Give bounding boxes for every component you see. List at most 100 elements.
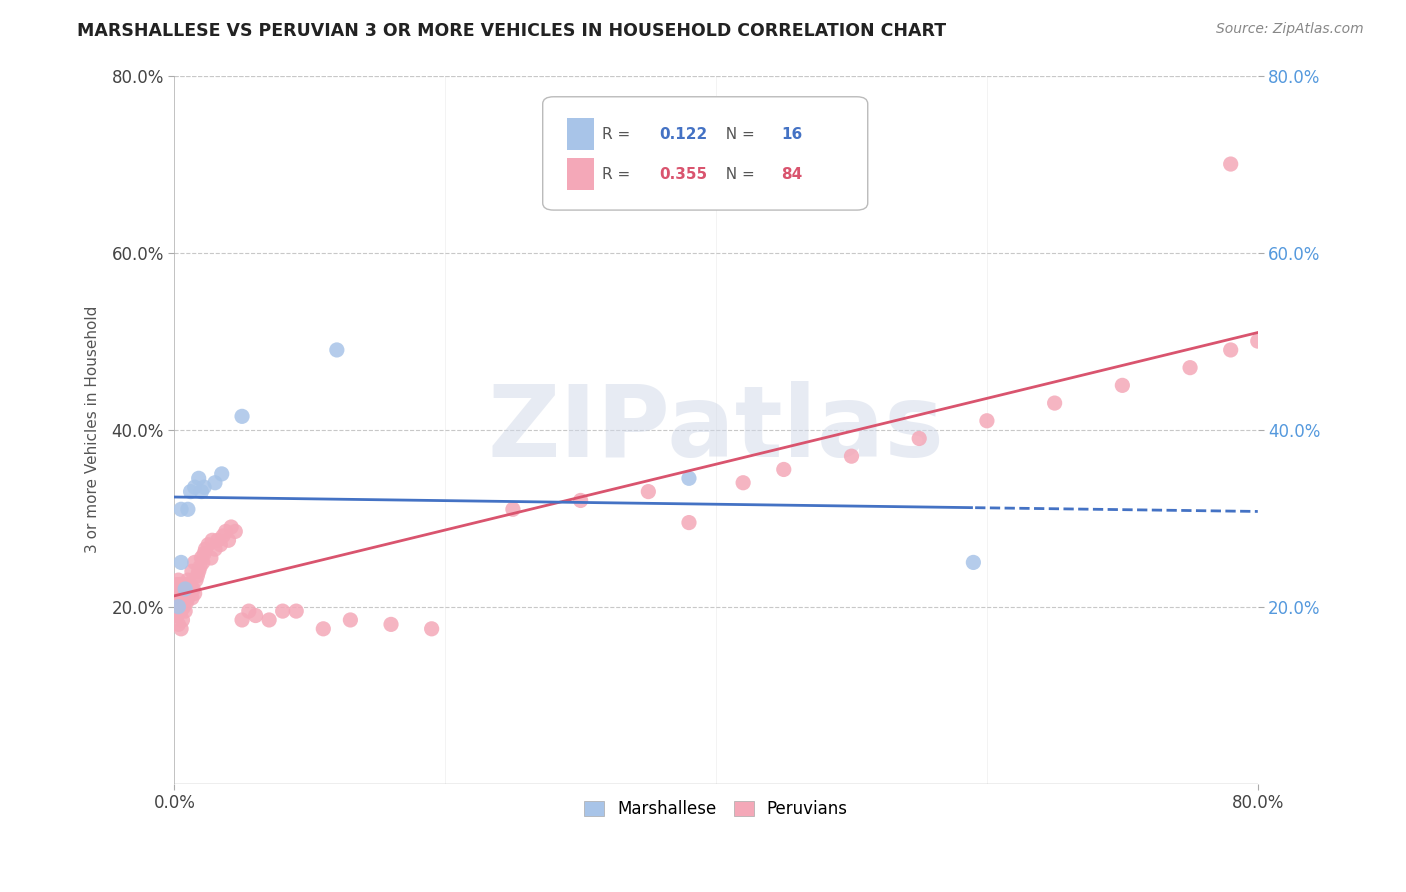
- Point: [231, 409, 253, 424]
- Point: [1247, 334, 1270, 348]
- Point: [186, 568, 208, 582]
- Point: [167, 591, 190, 605]
- Point: [187, 471, 209, 485]
- Point: [165, 591, 187, 605]
- Point: [166, 595, 188, 609]
- Point: [170, 604, 193, 618]
- Point: [167, 599, 190, 614]
- FancyBboxPatch shape: [567, 159, 593, 190]
- Point: [194, 542, 217, 557]
- Point: [841, 449, 863, 463]
- Point: [167, 617, 190, 632]
- Point: [176, 595, 198, 609]
- Point: [191, 556, 214, 570]
- Point: [420, 622, 443, 636]
- Point: [173, 577, 195, 591]
- Point: [1219, 343, 1241, 357]
- Point: [212, 529, 235, 543]
- Point: [187, 564, 209, 578]
- Point: [207, 533, 229, 548]
- Text: N =: N =: [716, 167, 759, 182]
- Point: [174, 582, 197, 596]
- Y-axis label: 3 or more Vehicles in Household: 3 or more Vehicles in Household: [86, 306, 100, 553]
- Point: [1301, 299, 1323, 313]
- Text: 0.355: 0.355: [659, 167, 707, 182]
- Point: [190, 551, 212, 566]
- Point: [167, 582, 190, 596]
- Point: [170, 622, 193, 636]
- Point: [184, 573, 207, 587]
- Point: [1341, 281, 1364, 295]
- Point: [962, 556, 984, 570]
- Point: [166, 586, 188, 600]
- Point: [1043, 396, 1066, 410]
- Point: [190, 484, 212, 499]
- Point: [339, 613, 361, 627]
- Point: [170, 586, 193, 600]
- Point: [183, 556, 205, 570]
- Point: [976, 414, 998, 428]
- Point: [204, 475, 226, 490]
- Point: [169, 599, 191, 614]
- Point: [231, 613, 253, 627]
- Point: [169, 586, 191, 600]
- Point: [312, 622, 335, 636]
- Point: [200, 551, 222, 566]
- Text: Source: ZipAtlas.com: Source: ZipAtlas.com: [1216, 22, 1364, 37]
- Point: [678, 471, 700, 485]
- Point: [219, 520, 242, 534]
- Point: [271, 604, 294, 618]
- Point: [181, 582, 204, 596]
- Point: [209, 538, 232, 552]
- Legend: Marshallese, Peruvians: Marshallese, Peruvians: [578, 794, 855, 825]
- Text: N =: N =: [716, 127, 759, 142]
- FancyBboxPatch shape: [543, 96, 868, 211]
- FancyBboxPatch shape: [567, 118, 593, 150]
- Point: [165, 599, 187, 614]
- Point: [183, 586, 205, 600]
- Point: [179, 586, 201, 600]
- Point: [181, 564, 204, 578]
- Point: [169, 577, 191, 591]
- Text: MARSHALLESE VS PERUVIAN 3 OR MORE VEHICLES IN HOUSEHOLD CORRELATION CHART: MARSHALLESE VS PERUVIAN 3 OR MORE VEHICL…: [77, 22, 946, 40]
- Point: [569, 493, 592, 508]
- Point: [1219, 157, 1241, 171]
- Text: 0.122: 0.122: [659, 127, 709, 142]
- Point: [285, 604, 308, 618]
- Point: [177, 502, 200, 516]
- Point: [211, 467, 233, 481]
- Point: [326, 343, 349, 357]
- Point: [215, 524, 238, 539]
- Point: [733, 475, 755, 490]
- Point: [165, 582, 187, 596]
- Point: [245, 608, 267, 623]
- Point: [1178, 360, 1201, 375]
- Point: [172, 591, 194, 605]
- Point: [166, 577, 188, 591]
- Point: [908, 432, 931, 446]
- Text: 84: 84: [782, 167, 803, 182]
- Point: [772, 462, 794, 476]
- Text: R =: R =: [602, 167, 636, 182]
- Point: [170, 502, 193, 516]
- Point: [1111, 378, 1133, 392]
- Point: [180, 484, 202, 499]
- Point: [1327, 290, 1350, 304]
- Text: 16: 16: [782, 127, 803, 142]
- Point: [502, 502, 524, 516]
- Point: [218, 533, 240, 548]
- Point: [177, 591, 200, 605]
- Point: [238, 604, 260, 618]
- Text: R =: R =: [602, 127, 636, 142]
- Point: [166, 608, 188, 623]
- Text: ZIPatlas: ZIPatlas: [488, 381, 945, 478]
- Point: [380, 617, 402, 632]
- Point: [193, 480, 215, 494]
- Point: [257, 613, 280, 627]
- Point: [174, 604, 197, 618]
- Point: [193, 547, 215, 561]
- Point: [170, 556, 193, 570]
- Point: [167, 604, 190, 618]
- Point: [637, 484, 659, 499]
- Point: [678, 516, 700, 530]
